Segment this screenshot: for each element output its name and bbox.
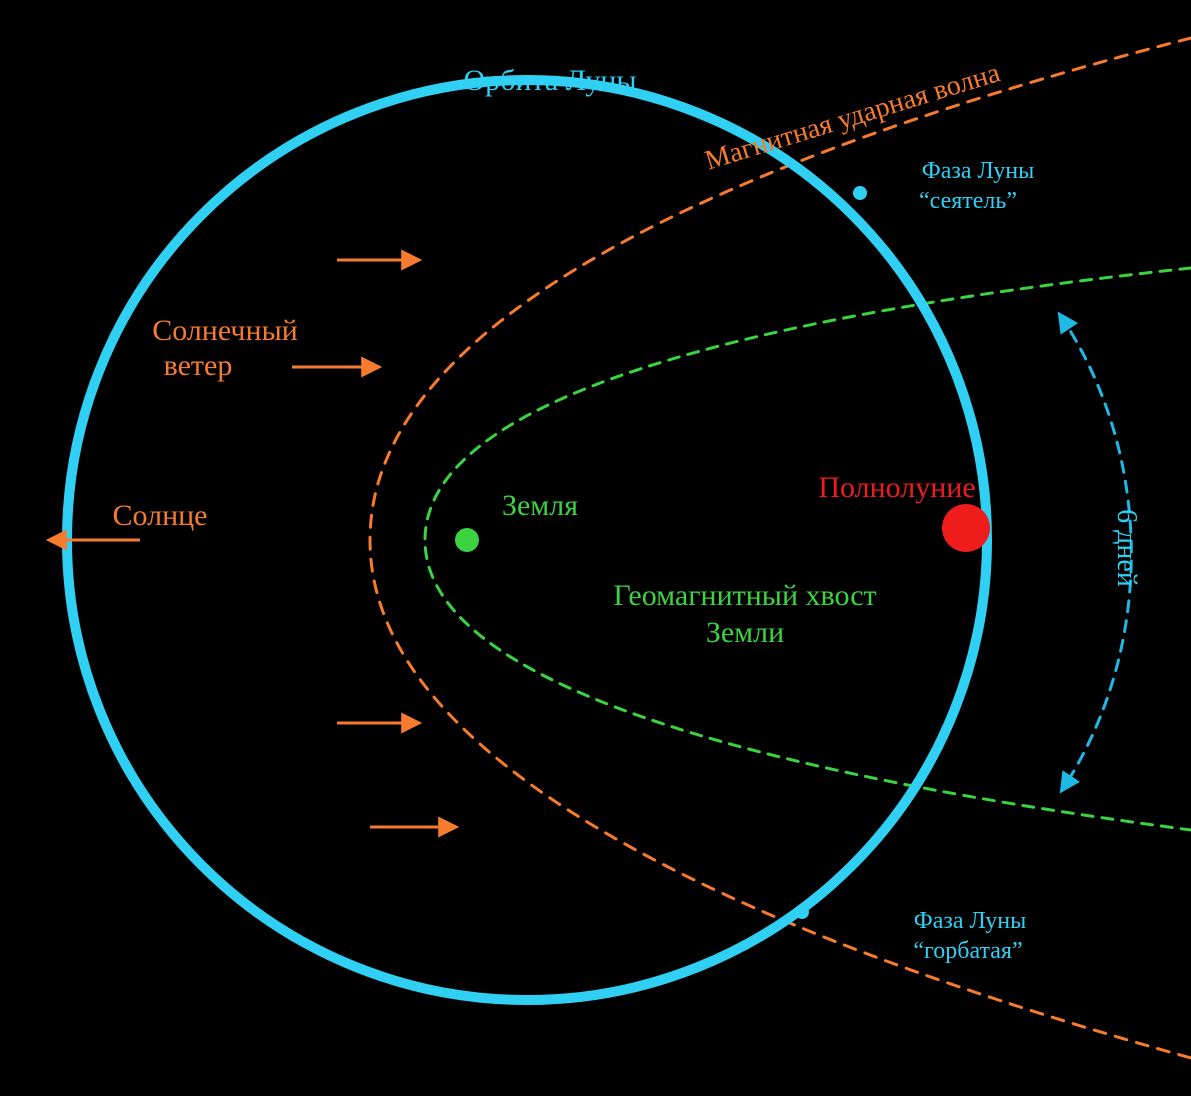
label-sun: Солнце bbox=[112, 499, 207, 532]
label-solar_wind_1: Солнечный bbox=[152, 314, 298, 347]
label-phase_bot_2: “горбатая” bbox=[913, 938, 1022, 964]
phase-dot-top bbox=[853, 186, 867, 200]
label-phase_top_1: Фаза Луны bbox=[922, 158, 1034, 184]
label-magnetotail_2: Земли bbox=[706, 616, 784, 649]
label-solar_wind_2: ветер bbox=[164, 349, 233, 382]
label-phase_top_2: “сеятель” bbox=[919, 188, 1017, 214]
label-orbit: Орбита Луны bbox=[463, 64, 636, 97]
label-phase_bot_1: Фаза Луны bbox=[914, 908, 1026, 934]
label-full_moon: Полнолуние bbox=[818, 471, 975, 504]
phase-dot-bottom bbox=[795, 905, 809, 919]
label-magnetotail_1: Геомагнитный хвост bbox=[613, 579, 876, 612]
label-six_days: 6 дней bbox=[1111, 509, 1142, 587]
earth-dot bbox=[455, 528, 479, 552]
label-earth: Земля bbox=[502, 489, 578, 522]
full-moon-dot bbox=[942, 504, 990, 552]
